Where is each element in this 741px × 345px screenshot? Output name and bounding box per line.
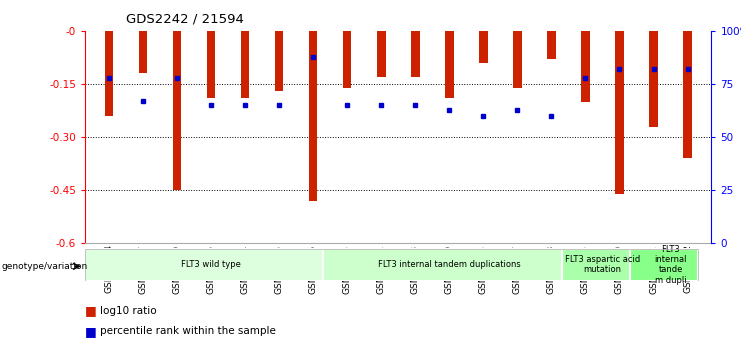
Bar [445,31,453,98]
Bar [309,31,317,201]
Text: ■: ■ [85,325,97,338]
FancyBboxPatch shape [562,249,630,280]
Bar [173,31,182,190]
Bar [547,31,556,59]
Bar [104,31,113,116]
FancyBboxPatch shape [630,249,698,280]
Text: FLT3 aspartic acid
mutation: FLT3 aspartic acid mutation [565,255,640,275]
Bar [411,31,419,77]
Bar [513,31,522,88]
FancyBboxPatch shape [323,249,562,280]
Bar [581,31,590,102]
Bar [343,31,351,88]
Bar [241,31,250,98]
Text: percentile rank within the sample: percentile rank within the sample [100,326,276,336]
Bar [275,31,284,91]
FancyBboxPatch shape [85,249,323,280]
Bar [139,31,147,73]
Bar [377,31,385,77]
Bar [207,31,216,98]
Bar [649,31,658,127]
Text: ■: ■ [85,304,97,317]
Text: FLT3 wild type: FLT3 wild type [182,260,241,269]
Bar [683,31,692,158]
Text: FLT3
internal
tande
m dupli: FLT3 internal tande m dupli [654,245,687,285]
Bar [615,31,624,194]
Text: GDS2242 / 21594: GDS2242 / 21594 [126,12,244,25]
Text: FLT3 internal tandem duplications: FLT3 internal tandem duplications [378,260,521,269]
Text: genotype/variation: genotype/variation [1,262,87,271]
Text: log10 ratio: log10 ratio [100,306,156,315]
Bar [479,31,488,63]
